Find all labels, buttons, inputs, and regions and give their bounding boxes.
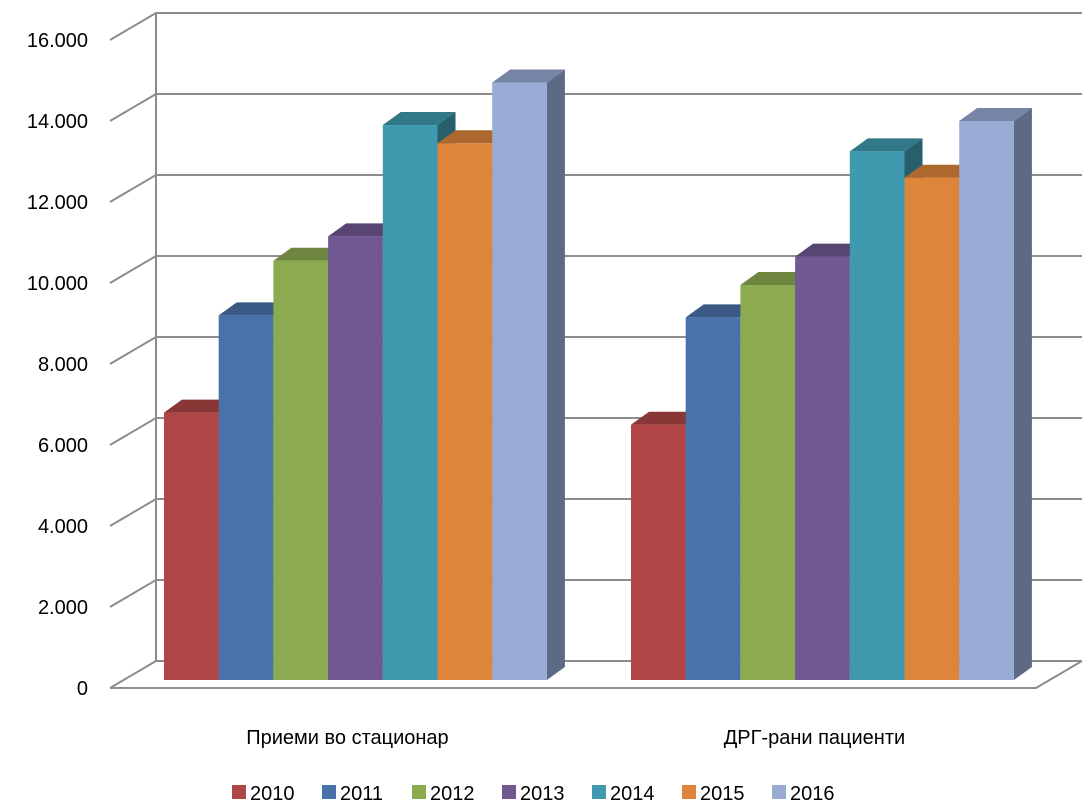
bar-side (1013, 108, 1032, 680)
legend-label: 2016 (790, 783, 835, 805)
legend-swatch (682, 785, 696, 799)
bar-front (328, 236, 383, 681)
y-tick-label: 10.000 (27, 273, 88, 295)
legend-label: 2012 (430, 783, 475, 805)
bar-top (959, 108, 1032, 121)
bar-top (631, 411, 704, 425)
bar-top (685, 304, 759, 318)
bar-top (904, 164, 978, 178)
legend-item-2014: 2014 (592, 783, 655, 805)
bars (164, 69, 1032, 681)
legend-item-2016: 2016 (772, 783, 835, 805)
legend-label: 2015 (700, 783, 745, 805)
bar-2016-1 (959, 108, 1032, 680)
bar-front (959, 121, 1014, 680)
legend-label: 2014 (610, 783, 655, 805)
y-tick-label: 0 (77, 678, 88, 700)
bar-front (685, 317, 741, 680)
legend-item-2011: 2011 (322, 783, 383, 805)
bar-front (492, 82, 547, 680)
y-tick-label: 12.000 (27, 192, 88, 214)
y-tick-label: 8.000 (38, 354, 88, 376)
bar-front (164, 412, 219, 680)
category-label: ДРГ-рани пациенти (724, 727, 905, 749)
y-tick-label: 16.000 (27, 30, 88, 52)
gridline (109, 93, 1082, 122)
bar-front (849, 151, 905, 680)
legend-swatch (772, 785, 786, 799)
y-tick-label: 14.000 (27, 111, 88, 133)
bar-top (328, 223, 401, 237)
bar-front (273, 260, 329, 680)
y-tick-label: 6.000 (38, 435, 88, 457)
category-labels: Приеми во стационар ДРГ-рани пациенти (246, 727, 905, 749)
gridlines (109, 12, 1082, 689)
bar-front (382, 125, 438, 681)
y-tick-label: 4.000 (38, 516, 88, 538)
gridline (109, 12, 1082, 41)
floor-edge (110, 660, 1082, 689)
bar-side (546, 69, 565, 680)
legend-item-2010: 2010 (232, 783, 295, 805)
y-tick-label: 2.000 (38, 597, 88, 619)
legend-item-2015: 2015 (682, 783, 745, 805)
category-label: Приеми во стационар (246, 727, 448, 749)
bar-top (273, 247, 347, 261)
bar-top (795, 243, 868, 257)
bar-front (904, 177, 960, 680)
legend-label: 2013 (520, 783, 565, 805)
bar-top (437, 130, 511, 144)
legend-label: 2010 (250, 783, 295, 805)
bar-top (849, 138, 923, 152)
bar-top (218, 302, 292, 316)
bar-front (437, 143, 493, 680)
legend-swatch (232, 785, 246, 799)
legend-label: 2011 (340, 783, 383, 805)
bar-front (218, 315, 274, 680)
bar-top (164, 399, 237, 413)
bar-front (795, 256, 850, 680)
legend-item-2013: 2013 (502, 783, 565, 805)
legend-swatch (412, 785, 426, 799)
y-axis-ticks: 0 2.000 4.000 6.000 8.000 10.000 12.000 14.000 1… (27, 30, 88, 700)
legend-swatch (502, 785, 516, 799)
legend-item-2012: 2012 (412, 783, 475, 805)
bar-top (740, 272, 814, 286)
bar-front (631, 424, 686, 680)
legend-swatch (592, 785, 606, 799)
legend-swatch (322, 785, 336, 799)
bar-front (740, 285, 796, 680)
legend: 2010 2011 2012 2013 2014 2015 2016 (232, 783, 835, 805)
bar-top (382, 112, 456, 126)
bar-top (492, 69, 565, 83)
bar-2016-0 (492, 69, 565, 680)
